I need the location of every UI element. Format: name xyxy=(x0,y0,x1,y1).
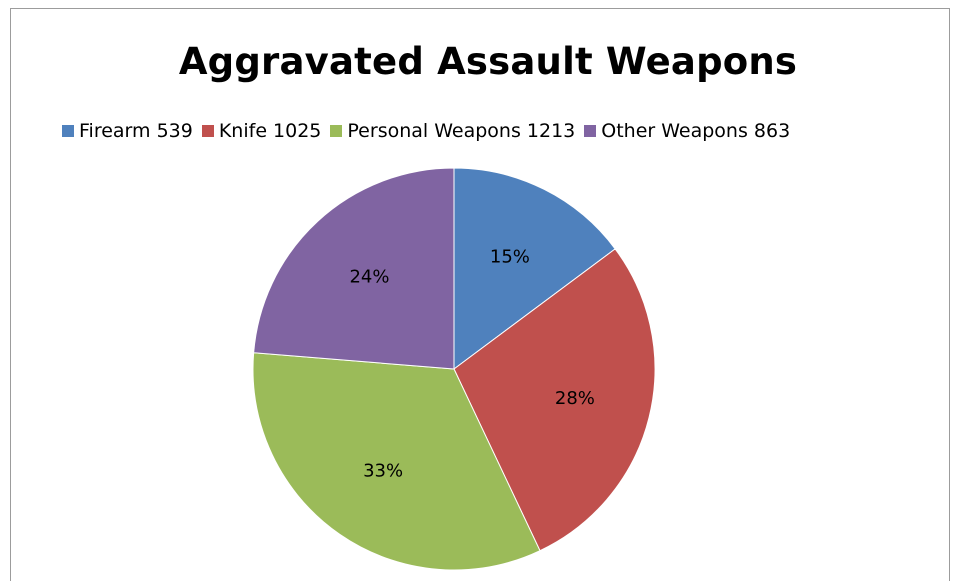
legend-item-personal-weapons: Personal Weapons 1213 xyxy=(330,120,575,142)
legend-swatch-personal-weapons xyxy=(330,125,343,137)
legend-label-firearm: Firearm 539 xyxy=(79,120,193,142)
pie-slice-knife xyxy=(453,248,656,552)
pie-slice-other-weapons xyxy=(253,167,455,370)
pie-slices xyxy=(252,167,656,571)
pie-slice-firearm xyxy=(453,167,616,370)
legend-swatch-other-weapons xyxy=(584,125,597,137)
legend-item-knife: Knife 1025 xyxy=(201,120,322,142)
chart-title: Aggravated Assault Weapons xyxy=(178,40,798,83)
legend-swatch-firearm xyxy=(62,125,74,137)
slice-percent-label-personal-weapons: 33% xyxy=(363,461,403,482)
slice-percent-label-knife: 28% xyxy=(555,388,595,409)
legend-label-personal-weapons: Personal Weapons 1213 xyxy=(347,120,576,142)
legend-item-other-weapons: Other Weapons 863 xyxy=(584,120,790,142)
legend-item-firearm: Firearm 539 xyxy=(62,120,193,142)
legend-swatch-knife xyxy=(201,125,214,137)
legend: Firearm 539 Knife 1025 Personal Weapons … xyxy=(62,118,942,144)
pie-slice-personal-weapons xyxy=(252,352,541,571)
slice-percent-label-other-weapons: 24% xyxy=(349,266,389,287)
legend-label-knife: Knife 1025 xyxy=(218,120,322,142)
legend-label-other-weapons: Other Weapons 863 xyxy=(601,120,791,142)
slice-percent-label-firearm: 15% xyxy=(490,247,530,268)
pie-labels: 15% 28% 33% 24% xyxy=(349,247,594,482)
